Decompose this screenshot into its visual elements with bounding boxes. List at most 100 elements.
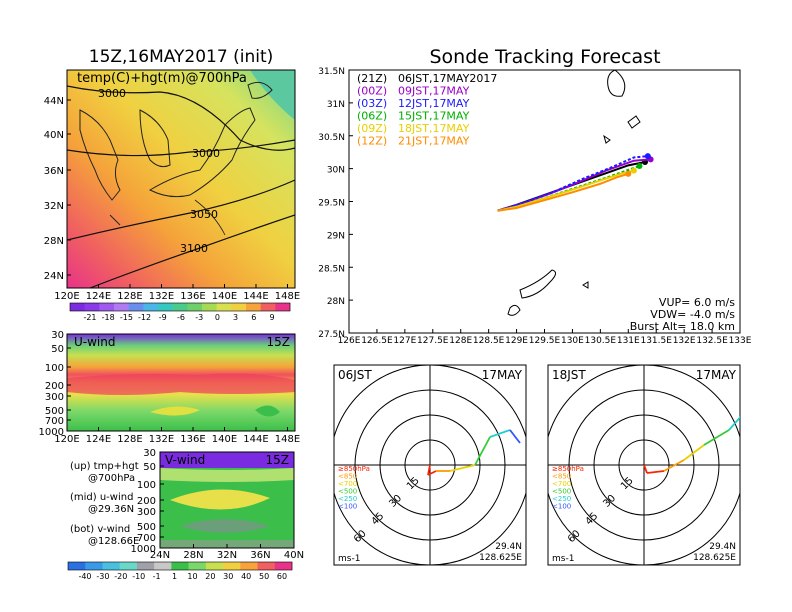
map-field-label: temp(C)+hgt(m)@700hPa	[77, 71, 247, 86]
temp-colorbar-label: -3	[195, 313, 203, 322]
tracking-lon-label: 130.5E	[585, 336, 617, 346]
temp-colorbar-label: 9	[269, 313, 274, 322]
track-endpoint	[630, 167, 637, 174]
wind-colorbar-cell	[102, 562, 120, 570]
v-wind-lat-label: 32N	[217, 550, 237, 561]
u-wind-pressure-label: 1000	[39, 427, 64, 438]
v-wind-pressure-label: 300	[137, 507, 156, 518]
tracking-lat-label: 31N	[327, 100, 345, 110]
map-lon-label: 140E	[212, 291, 237, 302]
tracking-lon-label: 131.5E	[640, 336, 672, 346]
tracking-lat-label: 31.5N	[318, 67, 345, 77]
legend-up-a: (up) tmp+hgt	[70, 461, 139, 472]
tracking-lat-label: 27.5N	[318, 330, 345, 340]
temp-colorbar-cell	[143, 303, 159, 311]
tracking-lat-label: 28.5N	[318, 264, 345, 274]
hodograph-trace-segment	[703, 429, 730, 446]
track-legend-code: (06Z)	[357, 110, 387, 123]
hodograph-trace-segment	[509, 429, 521, 444]
v-wind-pressure-label: 200	[137, 496, 156, 507]
wind-colorbar-cell	[85, 562, 103, 570]
track-legend-code: (12Z)	[357, 135, 387, 148]
hodograph-trace-segment	[474, 436, 491, 466]
tracking-lat-label: 29.5N	[318, 199, 345, 209]
wind-colorbar-label: 60	[277, 572, 287, 581]
tracking-lon-label: 132E	[673, 336, 696, 346]
hodograph-pressure-legend: ≥850hPa	[552, 465, 584, 473]
hodograph-pressure-legend: <100	[338, 503, 357, 511]
map-lat-label: 24N	[44, 271, 64, 282]
hodograph-time: 06JST	[338, 368, 372, 382]
track-legend-code: (09Z)	[357, 122, 387, 135]
tracking-lon-label: 126.5E	[361, 336, 393, 346]
hodograph-trace-segment	[427, 470, 437, 476]
v-wind-pressure-label: 100	[137, 480, 156, 491]
wind-colorbar-cell	[257, 562, 276, 570]
wind-colorbar-label: 10	[187, 572, 197, 581]
track-legend: (21Z) 06JST,17MAY2017 (00Z) 09JST,17MAY (03Z…	[357, 72, 497, 148]
tracking-lon-label: 132.5E	[696, 336, 728, 346]
legend-bot-a: (bot) v-wind	[70, 524, 130, 535]
hodograph-plot	[548, 365, 754, 565]
v-wind-lat-label: 40N	[284, 550, 304, 561]
track-legend-code: (03Z)	[357, 97, 387, 110]
temp-colorbar-label: -21	[83, 313, 96, 322]
wind-colorbar-label: 20	[205, 572, 215, 581]
u-wind-pressure-label: 30	[51, 330, 64, 341]
temperature-colorbar: -21 -18 -15 -12 -9 -6 -3 0 3 6 9	[69, 302, 291, 322]
temp-colorbar-cell	[172, 303, 188, 311]
hodograph-trace-segment	[489, 429, 511, 438]
u-wind-pressure-label: 300	[45, 392, 64, 403]
map-lon-label: 120E	[54, 291, 79, 302]
balloon-params: VUP= 6.0 m/s VDW= -4.0 m/s Burst Alt= 18…	[630, 296, 736, 333]
temp-colorbar-frame	[69, 302, 291, 312]
map-frame	[66, 69, 296, 289]
hodograph-06jst: 06JST 17MAY15304560≥850hPa<850<700<500<25…	[333, 364, 527, 566]
map-lon-label: 132E	[149, 291, 174, 302]
hodograph-pressure-legend: <250	[338, 495, 357, 503]
u-wind-lon-label: 120E	[54, 434, 79, 445]
temp-colorbar-cell	[158, 303, 173, 311]
u-wind-pressure-label: 700	[45, 416, 64, 427]
burst-alt-param: Burst Alt= 18.0 km	[630, 320, 735, 333]
u-wind-pressure-label: 200	[45, 381, 64, 392]
wind-colorbar-cell	[240, 562, 258, 570]
u-wind-time: 15Z	[267, 335, 291, 349]
v-wind-time: 15Z	[266, 453, 290, 467]
map-lat-label: 36N	[44, 166, 64, 177]
map-lat-label: 44N	[44, 96, 64, 107]
map-lon-label: 148E	[275, 291, 300, 302]
hodograph-unit: ms-1	[552, 554, 574, 564]
tracking-lon-label: 130E	[561, 336, 584, 346]
tracking-lat-label: 30N	[327, 166, 345, 176]
u-wind-lon-label: 132E	[149, 434, 174, 445]
wind-colorbar-label: -30	[96, 572, 109, 581]
hodograph-lat: 29.4N	[495, 542, 522, 552]
hodograph-date: 17MAY	[696, 368, 737, 382]
legend-mid-b: @29.36N	[88, 504, 134, 515]
v-wind-lat-label: 24N	[150, 550, 170, 561]
track-line	[497, 169, 635, 212]
hodograph-18jst: 18JST 17MAY15304560≥850hPa<850<700<500<25…	[547, 364, 754, 566]
track-line	[497, 155, 648, 212]
wind-colorbar-label: -40	[78, 572, 91, 581]
track-legend-time: 09JST,17MAY	[398, 85, 470, 98]
hodograph-lat: 29.4N	[709, 542, 736, 552]
hodograph-date: 17MAY	[482, 368, 523, 382]
hodograph-trace-segment	[427, 464, 431, 476]
v-wind-pressure-label: 50	[143, 462, 156, 473]
map-lat-label: 40N	[44, 130, 64, 141]
hodograph-trace-segment	[728, 416, 740, 431]
hodograph-pressure-legend: <500	[552, 488, 571, 496]
u-wind-lon-ticks: 120E 124E 128E 132E 136E 140E 144E 148E	[54, 427, 300, 445]
map-lon-ticks: 120E 124E 128E 132E 136E 140E 144E 148E	[54, 284, 300, 302]
temp-colorbar-cell	[231, 303, 247, 311]
wind-colorbar-cell	[119, 562, 138, 570]
hodograph-trace-segment	[744, 413, 754, 455]
wind-colorbar-label: -20	[114, 572, 127, 581]
track-legend-time: 12JST,17MAY	[398, 97, 470, 110]
hodograph-unit: ms-1	[338, 554, 360, 564]
temp-colorbar-label: 6	[251, 313, 256, 322]
hodograph-trace-segment	[663, 459, 685, 472]
